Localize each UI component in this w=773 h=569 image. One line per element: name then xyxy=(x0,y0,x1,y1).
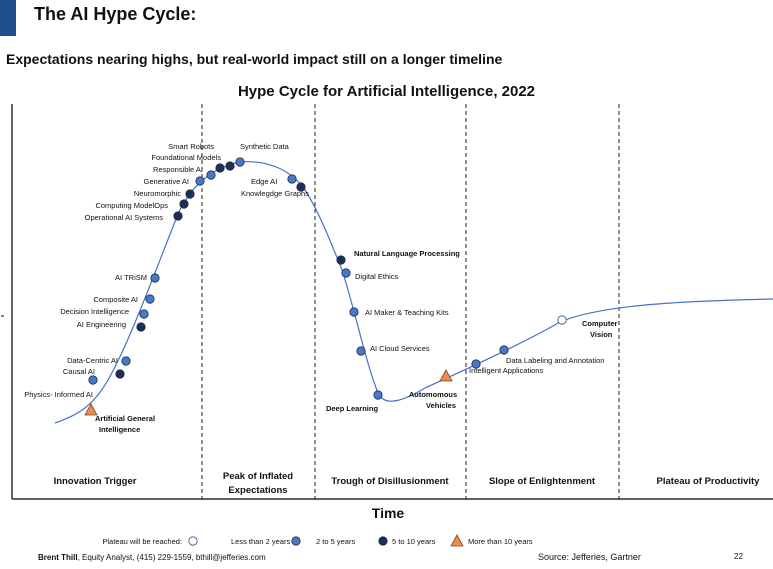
label-data-labeling-and-annotation: Data Labeling and Annotation xyxy=(506,356,604,365)
marker-knowlegdge-graphs xyxy=(296,182,306,192)
label-ai-cloud-services: AI Cloud Services xyxy=(370,344,430,353)
marker-deep-learning xyxy=(373,390,383,400)
legend-title: Plateau will be reached: xyxy=(102,537,182,546)
label-automomous-vehicles: Automomous xyxy=(409,390,457,399)
label-causal-ai: Causal AI xyxy=(63,367,95,376)
footer-source: Source: Jefferies, Gartner xyxy=(538,552,641,562)
phase-label-trough-of-disillusionment: Trough of Disillusionment xyxy=(331,476,449,487)
label-composite-ai: Composite AI xyxy=(93,295,138,304)
chart-title: Hype Cycle for Artificial Intelligence, … xyxy=(237,83,536,100)
marker-neuromorphic xyxy=(185,189,195,199)
label-data-centric-ai: Data-Centric AI xyxy=(67,356,118,365)
marker-artificial-general-intelligence xyxy=(84,403,98,416)
marker-ai-engineering xyxy=(136,322,146,332)
label-computer-vision-line2: Vision xyxy=(590,330,613,339)
label-automomous-vehicles-line2: Vehicles xyxy=(426,401,456,410)
x-axis-label: Time xyxy=(372,505,405,521)
marker-responsible-ai xyxy=(206,170,216,180)
label-digital-ethics: Digital Ethics xyxy=(355,272,399,281)
label-knowlegdge-graphs: Knowlegdge Graphs xyxy=(241,189,309,198)
marker-causal-ai xyxy=(115,369,125,379)
marker-smart-robots xyxy=(225,161,235,171)
page-number: 22 xyxy=(734,552,743,561)
marker-synthetic-data xyxy=(235,157,245,167)
label-artificial-general-intelligence: Artificial General xyxy=(95,414,155,423)
label-physics-informed-ai: Physics- Informed AI xyxy=(24,390,93,399)
marker-operational-ai-systems xyxy=(173,211,183,221)
label-foundational-models: Foundational Models xyxy=(151,153,221,162)
label-synthetic-data: Synthetic Data xyxy=(240,142,290,151)
marker-computer-vision xyxy=(557,315,567,325)
marker-physics-informed-ai xyxy=(88,375,98,385)
phase-label-plateau-of-productivity: Plateau of Productivity xyxy=(657,476,761,487)
marker-data-centric-ai xyxy=(121,356,131,366)
footer-author: Brent Thill xyxy=(38,553,78,562)
label-edge-ai: Edge AI xyxy=(251,177,277,186)
phase-label-slope-of-enlightenment: Slope of Enlightenment xyxy=(489,476,596,487)
marker-digital-ethics xyxy=(341,268,351,278)
legend-gt10-swatch xyxy=(450,534,464,547)
phase-label-peak-of-inflated-expectations-line2: Expectations xyxy=(228,485,287,496)
label-operational-ai-systems: Operational AI Systems xyxy=(85,213,164,222)
marker-ai-trism xyxy=(150,273,160,283)
label-ai-maker-teaching-kits: AI Maker & Teaching Kits xyxy=(365,308,449,317)
label-ai-trism: AI TRiSM xyxy=(115,273,147,282)
marker-composite-ai xyxy=(145,294,155,304)
legend-5to10-label: 5 to 10 years xyxy=(392,537,436,546)
label-ai-engineering: AI Engineering xyxy=(77,320,126,329)
footer-author-details: , Equity Analyst, (415) 229-1559, bthill… xyxy=(77,553,266,562)
label-neuromorphic: Neuromorphic xyxy=(134,189,181,198)
label-computer-vision: Computer xyxy=(582,319,617,328)
marker-foundational-models xyxy=(215,163,225,173)
marker-ai-cloud-services xyxy=(356,346,366,356)
legend-lt2-label: Less than 2 years xyxy=(231,537,290,546)
marker-generative-ai xyxy=(195,176,205,186)
marker-decision-intelligence xyxy=(139,309,149,319)
headline: Expectations nearing highs, but real-wor… xyxy=(6,51,503,67)
phase-label-peak-of-inflated-expectations: Peak of Inflated xyxy=(223,471,293,482)
marker-automomous-vehicles xyxy=(439,369,453,382)
label-artificial-general-intelligence-line2: Intelligence xyxy=(99,425,140,434)
label-responsible-ai: Responsible AI xyxy=(153,165,203,174)
label-deep-learning: Deep Learning xyxy=(326,404,379,413)
label-natural-language-processing: Natural Language Processing xyxy=(354,249,460,258)
title-accent-bar xyxy=(0,0,16,36)
phase-label-innovation-trigger: Innovation Trigger xyxy=(54,476,137,487)
label-smart-robots: Smart Robots xyxy=(168,142,214,151)
marker-computing-modelops xyxy=(179,199,189,209)
legend-5to10-swatch xyxy=(378,536,388,546)
legend-2to5-label: 2 to 5 years xyxy=(316,537,355,546)
marker-natural-language-processing xyxy=(336,255,346,265)
marker-ai-maker-teaching-kits xyxy=(349,307,359,317)
legend-lt2-swatch xyxy=(188,536,198,546)
slide-title: The AI Hype Cycle: xyxy=(34,4,197,24)
marker-edge-ai xyxy=(287,174,297,184)
footer-author-line: Brent Thill, Equity Analyst, (415) 229-1… xyxy=(38,553,266,562)
hype-curve xyxy=(54,161,773,424)
label-intelligent-applications: Intelligent Applications xyxy=(469,366,543,375)
marker-intelligent-applications xyxy=(471,359,481,369)
legend-gt10-label: More than 10 years xyxy=(468,537,533,546)
marker-data-labeling-and-annotation xyxy=(499,345,509,355)
label-computing-modelops: Computing ModelOps xyxy=(95,201,168,210)
legend-2to5-swatch xyxy=(291,536,301,546)
label-decision-intelligence: Decision Intelligence xyxy=(60,307,129,316)
label-generative-ai: Generative AI xyxy=(144,177,189,186)
